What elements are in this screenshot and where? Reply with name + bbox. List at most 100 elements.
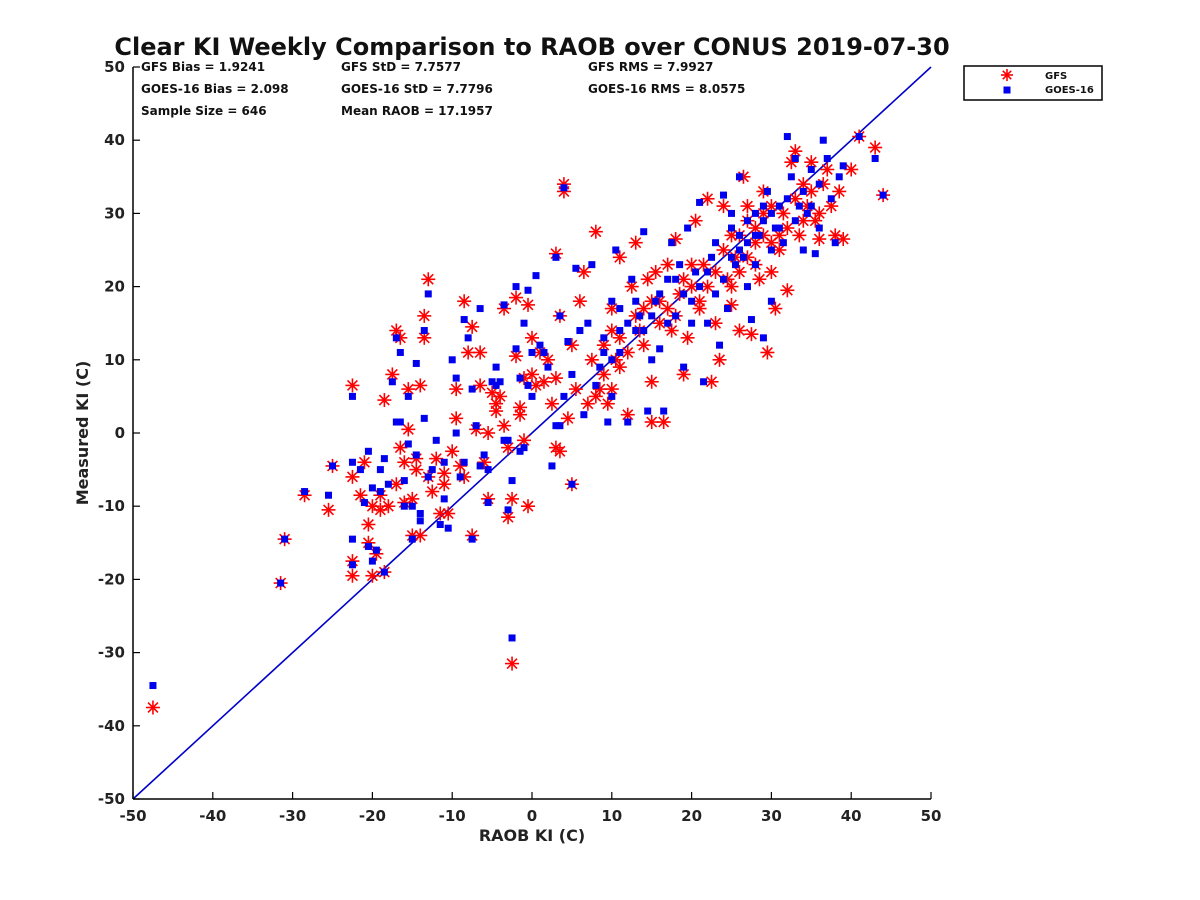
gfs-point-stroke	[706, 376, 718, 388]
goes16-point	[580, 411, 588, 419]
goes16-point	[329, 462, 336, 470]
y-tick-label: 0	[115, 424, 125, 442]
goes16-point	[815, 224, 823, 232]
legend-goes-square	[1003, 86, 1011, 94]
gfs-point-stroke	[741, 200, 753, 212]
goes16-point	[516, 374, 524, 382]
gfs-point-stroke	[813, 233, 825, 245]
goes16-point	[508, 634, 516, 642]
goes16-point	[348, 392, 356, 400]
goes16-point	[815, 180, 823, 188]
series-gfs	[145, 129, 891, 715]
gfs-point-stroke	[797, 178, 809, 190]
goes16-point	[496, 378, 504, 386]
gfs-point-stroke	[358, 456, 370, 468]
gfs-point-stroke	[773, 244, 785, 256]
gfs-point-stroke	[765, 237, 777, 249]
gfs-point-stroke	[829, 229, 841, 241]
gfs-point-stroke	[366, 570, 378, 582]
goes16-point	[652, 297, 660, 305]
goes16-point	[504, 506, 512, 514]
stat-gfs-bias: GFS Bias = 1.9241	[141, 60, 265, 74]
goes16-point	[751, 231, 759, 239]
gfs-point-stroke	[402, 423, 414, 435]
goes16-point	[879, 191, 887, 199]
gfs-point-stroke	[714, 354, 726, 366]
y-tick-label: -40	[98, 717, 125, 735]
gfs-point	[548, 371, 563, 386]
stat-goes-std: GOES-16 StD = 7.7796	[341, 82, 493, 96]
gfs-point-stroke	[346, 570, 358, 582]
gfs-point-stroke	[378, 394, 390, 406]
x-tick-label: 10	[601, 807, 622, 825]
gfs-point-stroke	[765, 200, 777, 212]
gfs-point-stroke	[394, 442, 406, 454]
goes16-point	[688, 297, 696, 305]
goes16-point	[408, 502, 416, 510]
goes16-point	[648, 312, 656, 320]
gfs-point-stroke	[518, 434, 530, 446]
goes16-point	[440, 495, 448, 503]
gfs-point-stroke	[410, 464, 422, 476]
gfs-point	[776, 206, 791, 221]
goes16-point	[616, 305, 624, 313]
gfs-point	[489, 404, 504, 419]
goes16-point	[552, 253, 560, 261]
gfs-point-stroke	[710, 317, 722, 329]
goes16-point	[368, 484, 376, 492]
legend-box	[963, 65, 1103, 101]
gfs-point-stroke	[733, 325, 745, 337]
goes16-point	[704, 268, 712, 276]
goes16-point	[803, 209, 811, 217]
goes16-point	[755, 231, 763, 239]
legend-goes-marker	[1003, 86, 1011, 94]
gfs-point-stroke	[821, 163, 833, 175]
gfs-point-stroke	[650, 266, 662, 278]
goes16-point	[452, 374, 460, 382]
gfs-point	[612, 250, 627, 265]
goes16-point	[364, 542, 372, 550]
goes16-point	[460, 316, 468, 324]
goes16-point	[720, 191, 728, 199]
gfs-point-stroke	[474, 379, 486, 391]
gfs-point-stroke	[362, 518, 374, 531]
gfs-point	[461, 345, 476, 360]
gfs-point-stroke	[390, 478, 402, 490]
goes16-point	[672, 275, 680, 283]
gfs-point	[716, 243, 731, 257]
gfs-point	[501, 510, 516, 525]
gfs-point	[525, 367, 539, 382]
gfs-point	[572, 294, 587, 309]
goes16-point	[548, 462, 556, 470]
gfs-point-stroke	[789, 193, 801, 205]
goes16-point	[795, 202, 803, 210]
gfs-point	[345, 469, 360, 484]
gfs-point	[465, 319, 480, 334]
gfs-point-stroke	[147, 701, 159, 714]
gfs-point-stroke	[662, 303, 674, 315]
goes16-point	[476, 305, 484, 313]
gfs-point-stroke	[690, 215, 702, 227]
goes16-point	[739, 253, 747, 261]
gfs-point-stroke	[486, 387, 498, 399]
goes16-point	[524, 286, 532, 294]
gfs-point-stroke	[710, 266, 722, 278]
goes16-point	[660, 407, 668, 415]
goes16-point	[799, 246, 807, 254]
goes16-point	[871, 155, 879, 162]
goes16-point	[500, 301, 508, 309]
goes16-point	[492, 363, 500, 371]
goes16-point	[751, 209, 759, 217]
goes16-point	[520, 319, 528, 327]
gfs-point	[445, 444, 460, 459]
y-tick-label: 50	[104, 58, 125, 76]
gfs-point-stroke	[694, 295, 706, 307]
x-tick-label: -10	[439, 807, 466, 825]
gfs-point	[688, 213, 703, 228]
gfs-point	[648, 264, 663, 279]
legend: GFS GOES-16	[963, 65, 1103, 101]
x-tick-label: -40	[199, 807, 226, 825]
goes16-point	[628, 275, 636, 283]
goes16-point	[735, 246, 743, 254]
gfs-point-stroke	[793, 229, 805, 241]
